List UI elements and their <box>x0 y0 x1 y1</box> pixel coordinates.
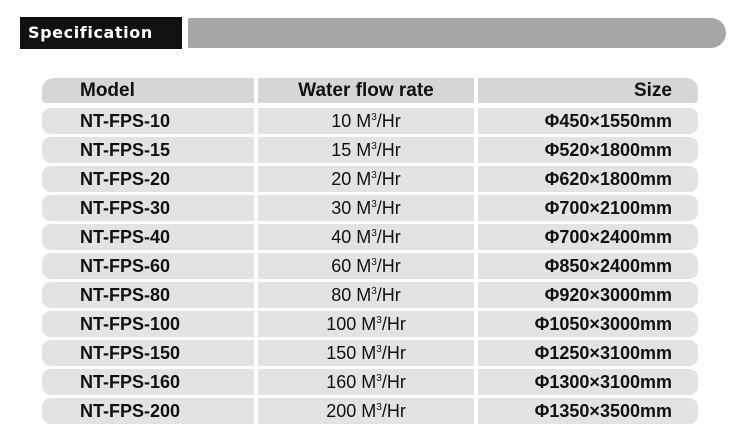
flow-unit-superscript: 3 <box>376 344 382 355</box>
flow-unit-suffix: /Hr <box>376 256 401 276</box>
section-title: Specification <box>20 17 182 49</box>
flow-unit-suffix: /Hr <box>381 401 406 421</box>
model-cell: NT-FPS-150 <box>42 340 254 366</box>
flow-unit-suffix: /Hr <box>376 111 401 131</box>
table-row: NT-FPS-10 10 M3/Hr Φ450×1550mm <box>42 107 698 136</box>
flow-unit-suffix: /Hr <box>376 285 401 305</box>
flow-cell: 20 M3/Hr <box>258 166 474 192</box>
size-cell: Φ620×1800mm <box>478 166 698 192</box>
flow-value: 10 <box>331 111 352 131</box>
column-header-model: Model <box>42 78 254 103</box>
flow-unit-superscript: 3 <box>371 199 377 210</box>
flow-unit-prefix: M <box>361 314 377 334</box>
flow-unit-prefix: M <box>356 256 372 276</box>
model-cell: NT-FPS-30 <box>42 195 254 221</box>
model-cell: NT-FPS-60 <box>42 253 254 279</box>
flow-unit-prefix: M <box>361 401 377 421</box>
size-cell: Φ1300×3100mm <box>478 369 698 395</box>
flow-unit-superscript: 3 <box>371 170 377 181</box>
flow-value: 150 <box>326 343 357 363</box>
table-row: NT-FPS-100 100 M3/Hr Φ1050×3000mm <box>42 310 698 339</box>
spec-header: Specification <box>20 17 726 49</box>
size-cell: Φ700×2400mm <box>478 224 698 250</box>
header-bar <box>188 18 726 48</box>
flow-unit-prefix: M <box>361 343 377 363</box>
table-row: NT-FPS-60 60 M3/Hr Φ850×2400mm <box>42 252 698 281</box>
flow-unit-suffix: /Hr <box>376 198 401 218</box>
column-header-flow: Water flow rate <box>258 78 474 103</box>
flow-unit-suffix: /Hr <box>376 227 401 247</box>
size-cell: Φ1350×3500mm <box>478 398 698 424</box>
table-row: NT-FPS-80 80 M3/Hr Φ920×3000mm <box>42 281 698 310</box>
table-row: NT-FPS-30 30 M3/Hr Φ700×2100mm <box>42 194 698 223</box>
flow-unit-prefix: M <box>361 372 377 392</box>
flow-value: 60 <box>331 256 352 276</box>
flow-unit-prefix: M <box>356 227 372 247</box>
flow-value: 200 <box>326 401 357 421</box>
flow-unit-superscript: 3 <box>371 257 377 268</box>
flow-cell: 15 M3/Hr <box>258 137 474 163</box>
flow-cell: 10 M3/Hr <box>258 108 474 134</box>
table-row: NT-FPS-160 160 M3/Hr Φ1300×3100mm <box>42 368 698 397</box>
flow-cell: 30 M3/Hr <box>258 195 474 221</box>
size-cell: Φ1050×3000mm <box>478 311 698 337</box>
model-cell: NT-FPS-40 <box>42 224 254 250</box>
flow-cell: 150 M3/Hr <box>258 340 474 366</box>
table-header-row: Model Water flow rate Size <box>42 78 698 103</box>
flow-unit-suffix: /Hr <box>376 140 401 160</box>
table-row: NT-FPS-20 20 M3/Hr Φ620×1800mm <box>42 165 698 194</box>
flow-unit-superscript: 3 <box>376 402 382 413</box>
flow-cell: 100 M3/Hr <box>258 311 474 337</box>
model-cell: NT-FPS-200 <box>42 398 254 424</box>
model-cell: NT-FPS-100 <box>42 311 254 337</box>
flow-unit-suffix: /Hr <box>376 169 401 189</box>
flow-unit-superscript: 3 <box>371 286 377 297</box>
flow-unit-prefix: M <box>356 140 372 160</box>
model-cell: NT-FPS-160 <box>42 369 254 395</box>
flow-value: 100 <box>326 314 357 334</box>
flow-value: 20 <box>331 169 352 189</box>
size-cell: Φ1250×3100mm <box>478 340 698 366</box>
flow-value: 40 <box>331 227 352 247</box>
flow-unit-prefix: M <box>356 111 372 131</box>
flow-cell: 60 M3/Hr <box>258 253 474 279</box>
size-cell: Φ450×1550mm <box>478 108 698 134</box>
model-cell: NT-FPS-20 <box>42 166 254 192</box>
size-cell: Φ520×1800mm <box>478 137 698 163</box>
flow-value: 15 <box>331 140 352 160</box>
flow-unit-suffix: /Hr <box>381 314 406 334</box>
flow-cell: 40 M3/Hr <box>258 224 474 250</box>
model-cell: NT-FPS-10 <box>42 108 254 134</box>
table-row: NT-FPS-200 200 M3/Hr Φ1350×3500mm <box>42 397 698 426</box>
spec-table: Model Water flow rate Size NT-FPS-10 10 M… <box>42 78 698 426</box>
table-row: NT-FPS-40 40 M3/Hr Φ700×2400mm <box>42 223 698 252</box>
flow-cell: 80 M3/Hr <box>258 282 474 308</box>
size-cell: Φ920×3000mm <box>478 282 698 308</box>
size-cell: Φ700×2100mm <box>478 195 698 221</box>
flow-cell: 200 M3/Hr <box>258 398 474 424</box>
flow-unit-suffix: /Hr <box>381 372 406 392</box>
model-cell: NT-FPS-15 <box>42 137 254 163</box>
flow-unit-prefix: M <box>356 169 372 189</box>
flow-unit-suffix: /Hr <box>381 343 406 363</box>
flow-unit-superscript: 3 <box>371 112 377 123</box>
flow-unit-superscript: 3 <box>371 228 377 239</box>
flow-unit-superscript: 3 <box>376 315 382 326</box>
table-row: NT-FPS-15 15 M3/Hr Φ520×1800mm <box>42 136 698 165</box>
flow-unit-superscript: 3 <box>371 141 377 152</box>
flow-value: 30 <box>331 198 352 218</box>
flow-unit-prefix: M <box>356 198 372 218</box>
flow-value: 160 <box>326 372 357 392</box>
table-row: NT-FPS-150 150 M3/Hr Φ1250×3100mm <box>42 339 698 368</box>
model-cell: NT-FPS-80 <box>42 282 254 308</box>
flow-value: 80 <box>331 285 352 305</box>
column-header-size: Size <box>478 78 698 103</box>
flow-unit-prefix: M <box>356 285 372 305</box>
size-cell: Φ850×2400mm <box>478 253 698 279</box>
table-body: NT-FPS-10 10 M3/Hr Φ450×1550mm NT-FPS-15 15 … <box>42 107 698 426</box>
flow-unit-superscript: 3 <box>376 373 382 384</box>
flow-cell: 160 M3/Hr <box>258 369 474 395</box>
